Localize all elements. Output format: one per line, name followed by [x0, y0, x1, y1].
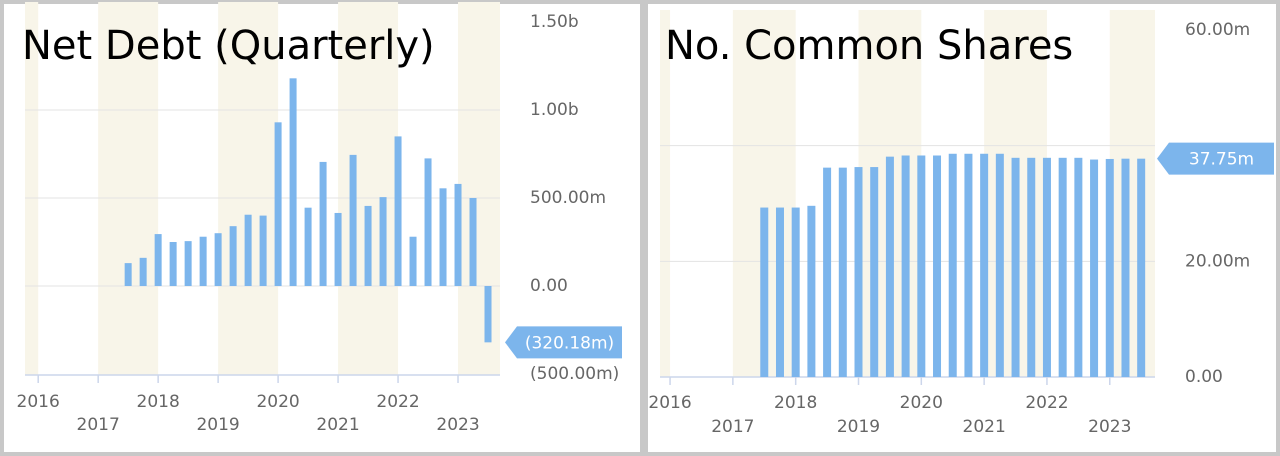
- year-band: [25, 2, 39, 375]
- bar: [379, 197, 387, 286]
- x-tick-label: 2018: [137, 392, 180, 412]
- bar: [364, 205, 372, 286]
- x-tick-label: 2021: [316, 415, 359, 435]
- bar: [244, 214, 252, 286]
- bar: [775, 207, 784, 377]
- year-band: [1109, 10, 1155, 377]
- year-band: [98, 2, 159, 375]
- bar: [760, 207, 769, 377]
- bar: [184, 241, 192, 286]
- bar: [995, 153, 1004, 377]
- bar: [229, 226, 237, 286]
- x-tick-label: 2021: [963, 417, 1006, 437]
- value-label: 37.75m: [1189, 150, 1254, 170]
- bar: [319, 161, 327, 286]
- bar: [854, 167, 863, 377]
- bar: [807, 205, 816, 377]
- bar: [964, 153, 973, 377]
- x-tick-label: 2020: [900, 393, 943, 413]
- bar: [349, 154, 357, 286]
- bar: [154, 234, 162, 286]
- value-badge: [505, 326, 622, 359]
- chart-title: No. Common Shares: [665, 23, 1073, 69]
- bar: [980, 153, 989, 377]
- x-tick-label: 2016: [17, 392, 60, 412]
- bar: [1105, 158, 1114, 377]
- bar: [469, 198, 477, 286]
- chart-title: Net Debt (Quarterly): [22, 23, 435, 69]
- x-tick-label: 2016: [648, 393, 691, 413]
- bar: [394, 136, 402, 286]
- bar: [1042, 157, 1051, 377]
- bar: [139, 257, 147, 286]
- x-tick-label: 2019: [196, 415, 239, 435]
- bar: [439, 188, 447, 286]
- bar: [885, 156, 894, 377]
- y-tick-label: 20.00m: [1185, 251, 1250, 271]
- bar: [274, 122, 282, 286]
- bar: [1011, 157, 1020, 377]
- year-band: [660, 10, 671, 377]
- x-tick-label: 2018: [774, 393, 817, 413]
- bar: [1058, 157, 1067, 377]
- y-tick-label: 500.00m: [530, 188, 606, 208]
- bar: [901, 155, 910, 377]
- bar: [199, 236, 207, 286]
- value-label: (320.18m): [525, 333, 614, 353]
- bar: [838, 167, 847, 377]
- y-tick-label: 1.00b: [530, 100, 579, 120]
- y-tick-label: (500.00m): [530, 364, 619, 384]
- bar: [334, 212, 342, 286]
- bar: [948, 153, 957, 377]
- bar: [289, 78, 297, 286]
- bar: [933, 155, 942, 377]
- bar: [484, 286, 492, 343]
- bar: [454, 183, 462, 286]
- y-tick-label: 1.50b: [530, 12, 579, 32]
- bar: [1121, 158, 1130, 377]
- x-tick-label: 2019: [837, 417, 880, 437]
- charts: (500.00m) 0.00 500.00m 1.00b 1.50b 2016 2017 20…: [17, 2, 1274, 437]
- bar: [823, 167, 832, 377]
- bar: [1027, 157, 1036, 377]
- x-tick-label: 2017: [77, 415, 120, 435]
- bar: [870, 167, 879, 377]
- bar: [409, 236, 417, 286]
- bar: [304, 207, 312, 286]
- year-band: [218, 2, 279, 375]
- x-tick-label: 2020: [256, 392, 299, 412]
- x-tick-label: 2023: [1088, 417, 1131, 437]
- y-tick-label: 0.00: [1185, 367, 1223, 387]
- year-band: [338, 2, 399, 375]
- bar: [124, 263, 132, 286]
- bar: [791, 207, 800, 377]
- x-tick-label: 2017: [711, 417, 754, 437]
- bar: [424, 158, 432, 286]
- value-badge: [1157, 142, 1274, 175]
- bar: [1090, 159, 1099, 377]
- x-tick-label: 2022: [376, 392, 419, 412]
- bar: [259, 215, 267, 286]
- bar: [1074, 157, 1083, 377]
- y-tick-label: 60.00m: [1185, 20, 1250, 40]
- y-tick-label: 0.00: [530, 276, 568, 296]
- bar: [214, 233, 222, 286]
- year-band: [458, 2, 500, 375]
- x-tick-label: 2023: [436, 415, 479, 435]
- bar: [169, 242, 177, 286]
- x-tick-label: 2022: [1025, 393, 1068, 413]
- bar: [917, 155, 926, 377]
- bar: [1137, 158, 1146, 377]
